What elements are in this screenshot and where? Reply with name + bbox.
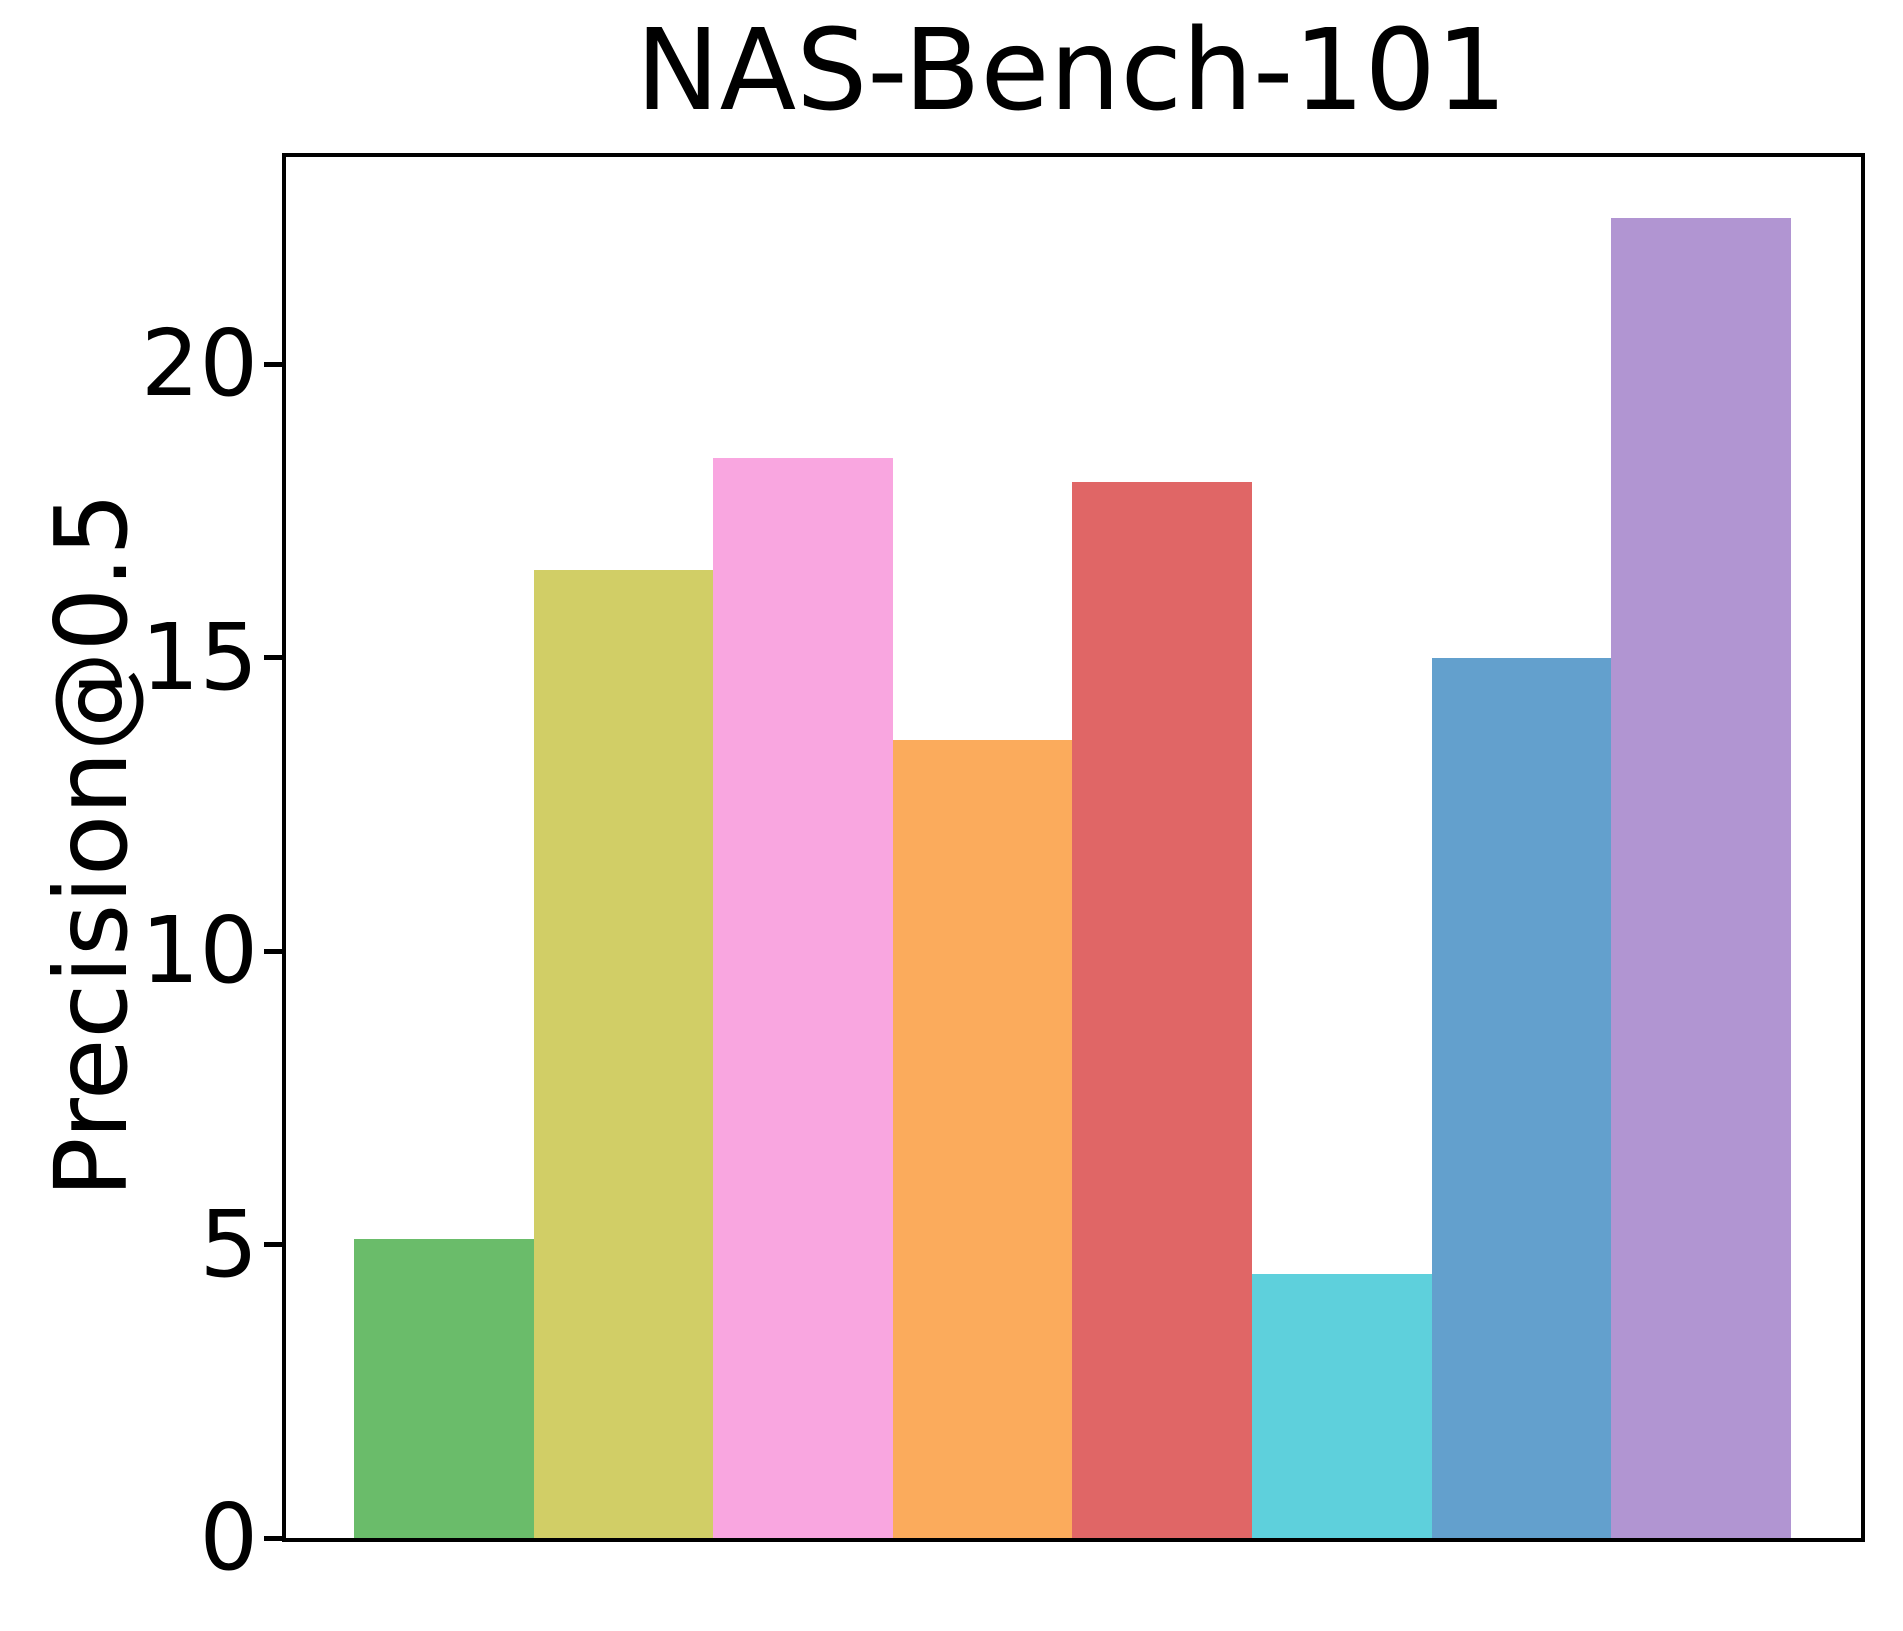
bar-7 bbox=[1431, 657, 1612, 1538]
y-tick-label: 15 bbox=[140, 603, 258, 711]
bar-1 bbox=[354, 1238, 534, 1538]
bar-5 bbox=[1072, 481, 1252, 1538]
plot-area bbox=[282, 153, 1865, 1542]
bar-2 bbox=[533, 569, 714, 1538]
y-axis-label: Precision@0.5 bbox=[33, 492, 150, 1198]
y-tick-mark bbox=[264, 361, 282, 367]
bar-8 bbox=[1611, 217, 1791, 1538]
y-tick-mark bbox=[264, 948, 282, 954]
bar-6 bbox=[1252, 1273, 1432, 1538]
y-tick-label: 20 bbox=[140, 310, 258, 418]
y-tick-label: 5 bbox=[199, 1190, 258, 1298]
y-tick-mark bbox=[264, 655, 282, 661]
bar-4 bbox=[892, 739, 1073, 1538]
y-tick-mark bbox=[264, 1535, 282, 1541]
y-tick-label: 0 bbox=[199, 1484, 258, 1591]
y-tick-mark bbox=[264, 1242, 282, 1248]
bar-3 bbox=[713, 458, 893, 1538]
chart-title: NAS-Bench-101 bbox=[635, 6, 1508, 136]
y-tick-label: 10 bbox=[140, 897, 258, 1005]
